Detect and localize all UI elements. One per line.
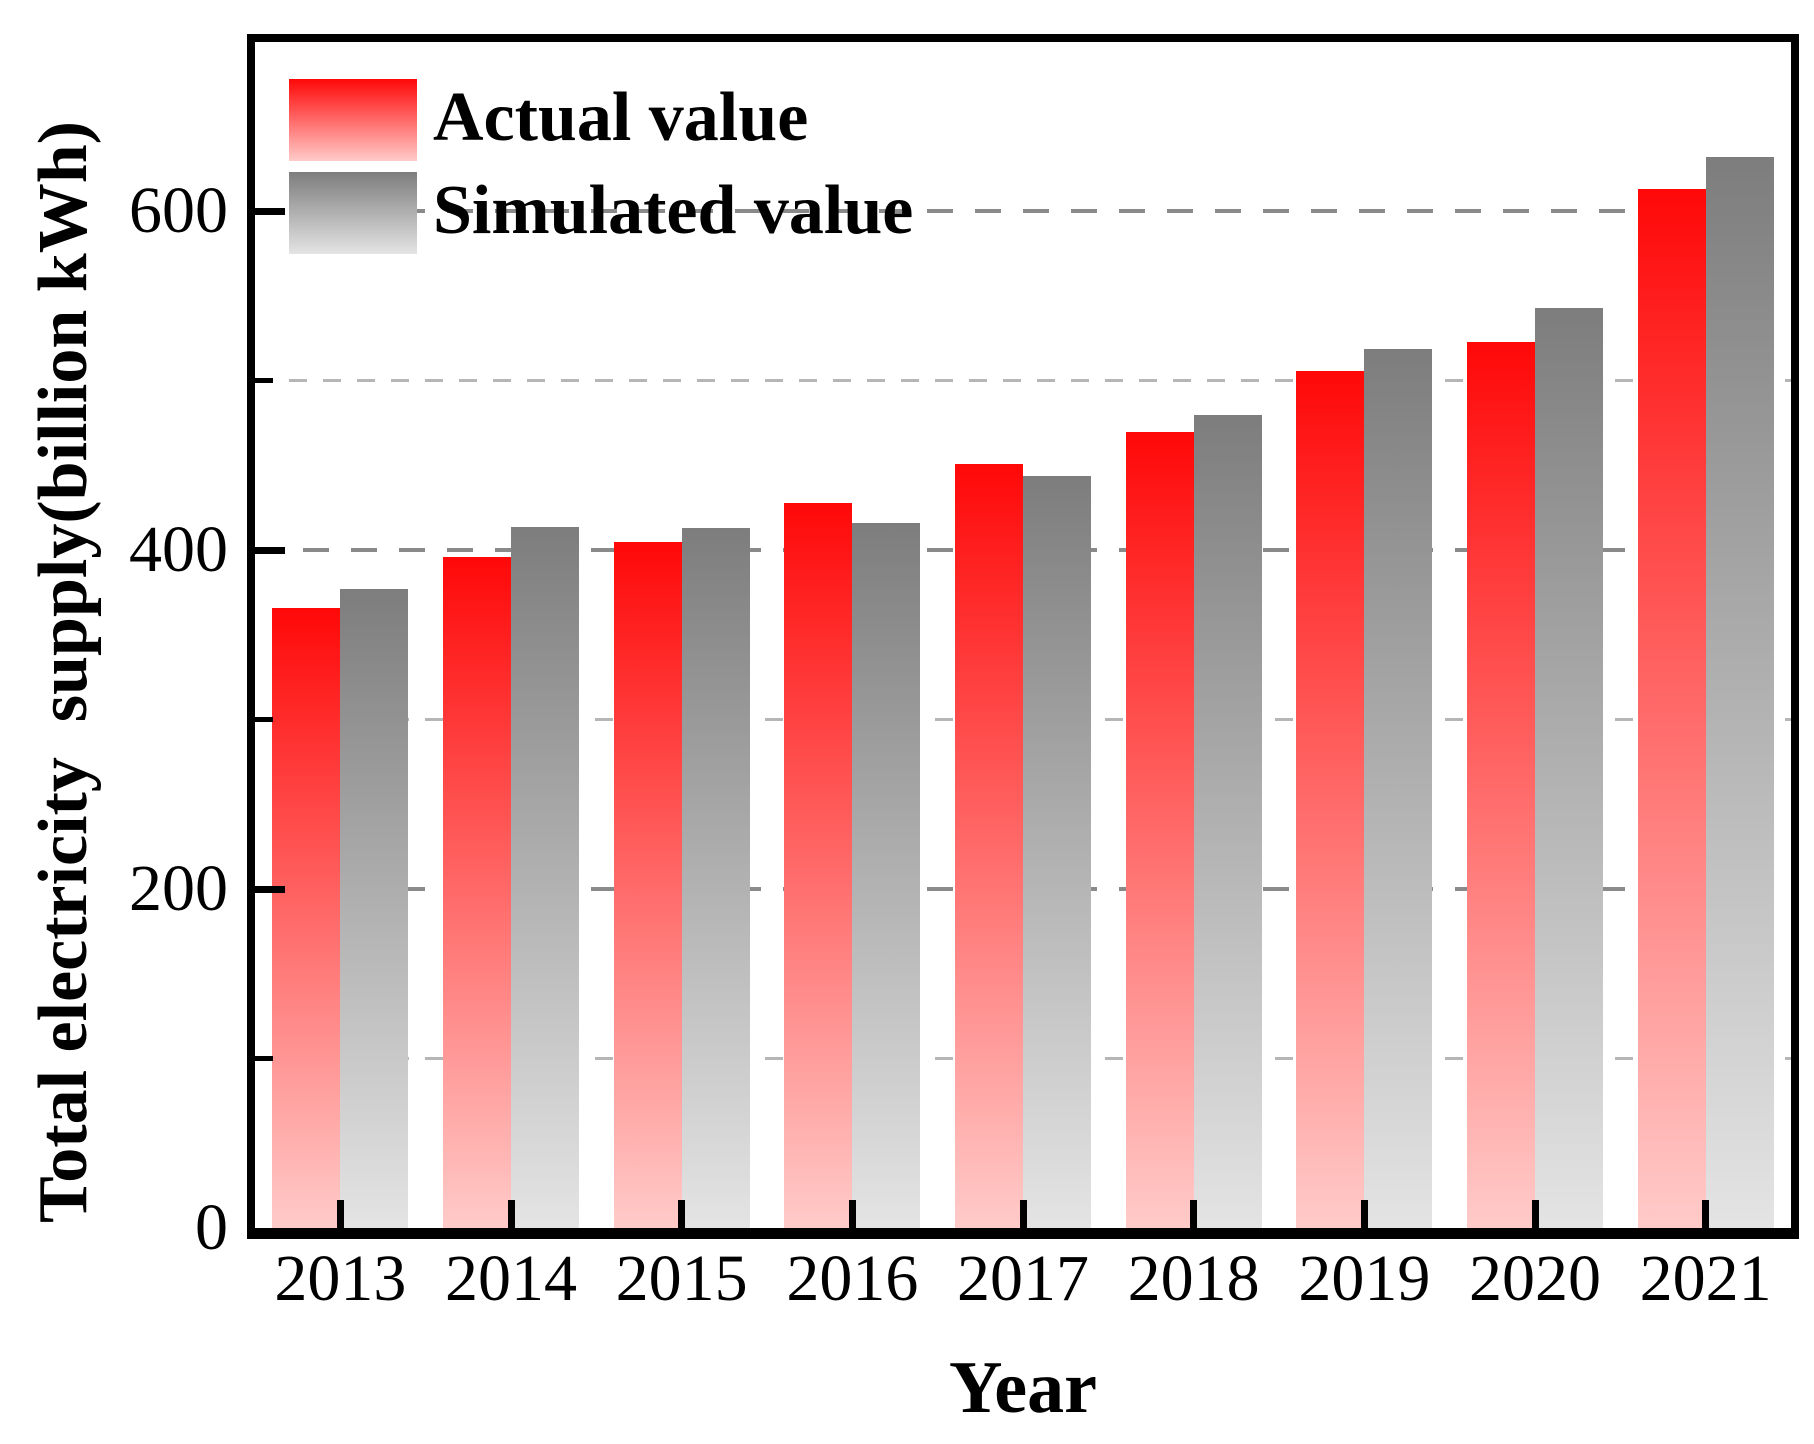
bar-simulated-2017 [1023,475,1091,1228]
x-tick-label-2021: 2021 [1639,1242,1772,1315]
bar-actual-2019 [1296,370,1365,1228]
y-tick-label-600: 600 [129,174,228,248]
tick-layer [255,42,1791,1228]
bar-actual-2020 [1467,341,1535,1228]
y-tick-label-0: 0 [195,1191,228,1264]
x-tick-2017 [1019,1200,1027,1228]
y-minor-tick-300 [255,717,273,723]
x-tick-2014 [507,1200,515,1228]
bar-actual-2017 [955,463,1023,1228]
y-tick-label-200: 200 [129,852,228,926]
x-tick-label-2018: 2018 [1127,1242,1260,1315]
x-tick-2018 [1190,1200,1198,1228]
bar-simulated-2015 [681,528,750,1228]
x-tick-label-2020: 2020 [1469,1242,1601,1315]
bar-layer [255,42,1791,1228]
y-tick-600 [255,207,285,215]
y-tick-200 [255,885,285,893]
x-tick-2013 [336,1200,344,1228]
x-tick-2021 [1702,1200,1710,1228]
bar-simulated-2020 [1535,308,1603,1228]
y-tick-400 [255,546,285,554]
x-tick-label-2019: 2019 [1298,1242,1431,1315]
bar-simulated-2014 [511,526,579,1228]
bar-simulated-2018 [1193,414,1262,1228]
gridline-minor-500 [255,379,1791,383]
bar-actual-2018 [1125,431,1194,1228]
x-tick-2016 [848,1200,856,1228]
x-tick-label-2015: 2015 [615,1242,748,1315]
gridline-major-600 [255,209,1791,214]
bar-simulated-2021 [1705,157,1774,1228]
bar-simulated-2016 [852,523,921,1228]
bar-actual-2021 [1637,189,1706,1228]
x-tick-label-2016: 2016 [786,1242,919,1315]
x-tick-2015 [678,1200,686,1228]
bar-simulated-2019 [1364,348,1433,1228]
y-minor-tick-100 [255,1056,273,1062]
y-tick-label-400: 400 [129,513,228,587]
bar-actual-2013 [272,607,341,1228]
bar-actual-2015 [613,541,682,1228]
x-tick-label-2014: 2014 [445,1242,577,1315]
bar-actual-2016 [784,502,853,1228]
bar-actual-2014 [443,557,511,1228]
plot-area [247,34,1799,1239]
y-axis-title: Total electricity supply(billion kWh) [25,121,102,1223]
bar-simulated-2013 [340,589,409,1228]
x-axis-title: Year [949,1347,1097,1429]
x-tick-2019 [1360,1200,1368,1228]
x-tick-2020 [1531,1200,1539,1228]
y-minor-tick-500 [255,378,273,384]
x-tick-label-2013: 2013 [274,1242,407,1315]
x-tick-label-2017: 2017 [957,1242,1089,1315]
